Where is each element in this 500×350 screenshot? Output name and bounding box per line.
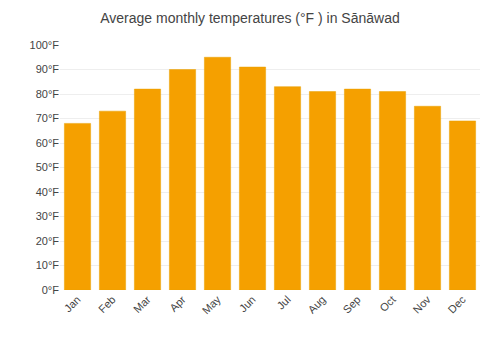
svg-text:50°F: 50°F: [36, 161, 60, 173]
svg-text:20°F: 20°F: [36, 235, 60, 247]
svg-text:Average monthly temperatures (: Average monthly temperatures (°F ) in Sā…: [100, 10, 399, 26]
svg-text:May: May: [200, 293, 224, 317]
svg-text:Dec: Dec: [445, 293, 468, 316]
svg-text:70°F: 70°F: [36, 112, 60, 124]
svg-text:100°F: 100°F: [30, 39, 60, 51]
svg-text:80°F: 80°F: [36, 88, 60, 100]
svg-text:Feb: Feb: [96, 293, 118, 315]
svg-text:Apr: Apr: [167, 293, 188, 314]
svg-text:Mar: Mar: [131, 293, 153, 315]
svg-text:30°F: 30°F: [36, 210, 60, 222]
svg-text:40°F: 40°F: [36, 186, 60, 198]
svg-text:0°F: 0°F: [42, 284, 60, 296]
svg-text:Oct: Oct: [377, 293, 398, 314]
svg-text:60°F: 60°F: [36, 137, 60, 149]
svg-text:10°F: 10°F: [36, 259, 60, 271]
svg-text:Jul: Jul: [274, 293, 292, 311]
svg-text:Jan: Jan: [62, 293, 83, 314]
svg-text:Jun: Jun: [237, 293, 258, 314]
svg-text:Aug: Aug: [305, 293, 327, 315]
svg-text:90°F: 90°F: [36, 63, 60, 75]
svg-text:Sep: Sep: [340, 293, 362, 315]
svg-text:Nov: Nov: [410, 293, 433, 316]
